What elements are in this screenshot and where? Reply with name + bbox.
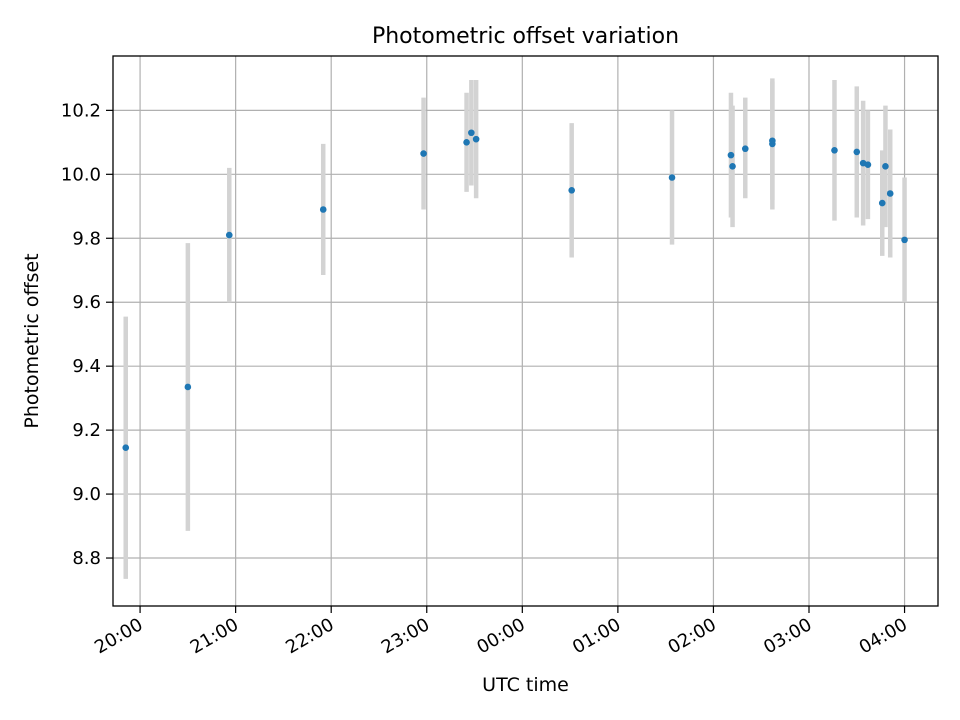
data-point — [225, 231, 233, 239]
y-tick-label: 10.0 — [61, 164, 101, 185]
x-axis-title: UTC time — [482, 674, 569, 696]
x-tick-label: 22:00 — [282, 614, 337, 658]
x-tick-label: 01:00 — [569, 614, 624, 658]
data-point — [727, 151, 735, 159]
y-tick-label: 9.8 — [72, 228, 101, 249]
data-point — [319, 206, 327, 213]
data-point — [420, 150, 427, 157]
x-tick-label: 23:00 — [378, 614, 433, 658]
data-point — [463, 139, 470, 146]
data-point — [886, 190, 894, 197]
x-tick-label: 21:00 — [187, 614, 242, 658]
data-point — [468, 129, 475, 137]
point-layer — [122, 129, 908, 452]
x-tick-label: 00:00 — [473, 614, 528, 658]
grid-layer — [113, 56, 938, 606]
y-tick-label: 9.4 — [72, 356, 101, 377]
data-point — [901, 236, 908, 244]
data-point — [769, 137, 776, 145]
y-tick-label: 9.0 — [72, 484, 101, 505]
x-tick-label: 03:00 — [760, 614, 815, 658]
y-tick-label: 8.8 — [72, 548, 101, 569]
data-point — [864, 161, 872, 169]
chart-title: Photometric offset variation — [372, 24, 679, 49]
x-tick-label: 04:00 — [856, 614, 911, 658]
y-tick-label: 9.2 — [72, 420, 101, 441]
errorbar-layer — [123, 78, 907, 579]
x-tick-label: 20:00 — [91, 614, 146, 658]
y-tick-label: 9.6 — [72, 292, 101, 313]
data-point — [882, 163, 889, 170]
data-point — [831, 147, 838, 154]
data-point — [472, 135, 480, 143]
data-point — [741, 145, 749, 153]
data-point — [568, 187, 575, 194]
data-point — [878, 199, 886, 207]
data-point — [122, 444, 130, 452]
plot-frame — [112, 55, 939, 607]
data-point — [668, 174, 676, 181]
x-tick-label: 02:00 — [665, 614, 720, 658]
data-point — [729, 163, 736, 170]
data-point — [184, 383, 192, 391]
y-tick-label: 10.2 — [61, 100, 101, 121]
y-axis-title: Photometric offset — [21, 253, 43, 428]
data-point — [853, 148, 861, 156]
